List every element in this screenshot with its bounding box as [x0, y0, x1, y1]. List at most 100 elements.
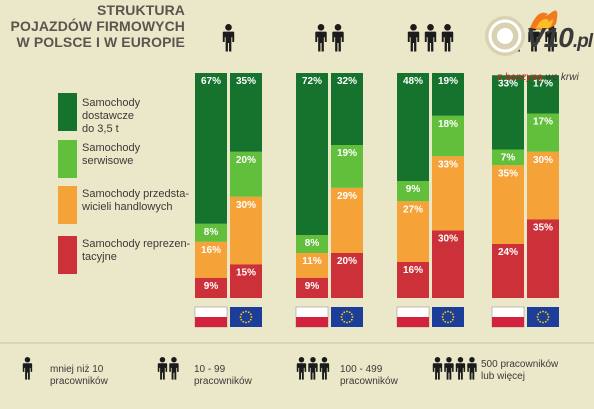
- data-label-serwisowe: 8%: [204, 227, 219, 238]
- flag-star: [343, 311, 346, 314]
- person-head: [225, 24, 232, 31]
- footer-label-line: 10 - 99: [194, 364, 226, 375]
- person-head: [24, 357, 31, 363]
- data-label-przedstawicieli: 29%: [337, 191, 357, 202]
- person-head: [457, 357, 464, 363]
- bar-segment-dostawcze-pl-4: [492, 75, 524, 150]
- flag-star: [546, 318, 549, 321]
- person-body: [319, 363, 330, 380]
- person-body: [467, 363, 477, 380]
- title-line-2: POJAZDÓW FIRMOWYCH: [10, 18, 185, 34]
- data-label-serwisowe: 19%: [337, 148, 357, 159]
- data-label-przedstawicieli: 30%: [236, 200, 256, 211]
- data-label-serwisowe: 8%: [305, 238, 320, 249]
- bar-segment-przedstawicieli-eu-4: [527, 151, 559, 220]
- data-label-reprezentacyjne: 24%: [498, 247, 518, 258]
- data-label-reprezentacyjne: 16%: [403, 265, 423, 276]
- bar-segment-serwisowe-eu-1: [230, 151, 262, 197]
- flag-star: [348, 320, 351, 323]
- data-label-przedstawicieli: 30%: [533, 155, 553, 166]
- person-body: [308, 363, 318, 380]
- footer-1-person-icon: [22, 357, 33, 380]
- data-label-reprezentacyjne: 9%: [305, 281, 320, 292]
- person-body: [407, 31, 420, 52]
- bar-segment-reprezentacyjne-pl-3: [397, 262, 429, 298]
- flag-star: [240, 313, 243, 316]
- bar-segment-dostawcze-eu-3: [432, 73, 464, 116]
- logo-tagline-highlight: z benzyną: [497, 72, 543, 83]
- eu-flag-icon: [230, 307, 262, 327]
- footer-3-person-icon: [296, 357, 307, 380]
- flag-star: [343, 320, 346, 323]
- bar-segment-serwisowe-pl-2: [296, 235, 328, 253]
- footer-2-person-icon: [157, 357, 168, 380]
- flag-star: [249, 313, 252, 316]
- footer-label-line: 100 - 499: [340, 364, 383, 375]
- flag-star: [245, 310, 247, 313]
- bar-segment-reprezentacyjne-pl-1: [195, 277, 227, 298]
- bar-segment-serwisowe-eu-4: [527, 113, 559, 152]
- bar-segment-przedstawicieli-eu-3: [432, 156, 464, 231]
- legend-label-line: serwisowe: [82, 155, 134, 167]
- bar-segment-przedstawicieli-eu-2: [331, 187, 363, 253]
- bar-segment-dostawcze-eu-4: [527, 75, 559, 114]
- tyre-rim: [497, 28, 513, 44]
- logo-flame-icon: [530, 10, 558, 30]
- group-3-person-icon: [441, 24, 454, 52]
- bar-segment-przedstawicieli-pl-3: [397, 201, 429, 262]
- bar-segment-reprezentacyjne-pl-4: [492, 244, 524, 298]
- flag-star: [247, 311, 250, 314]
- flag-star: [544, 311, 547, 314]
- footer-4-person-icon: [432, 357, 443, 380]
- bar-segment-przedstawicieli-eu-1: [230, 196, 262, 265]
- group-2-person-icon: [332, 24, 344, 52]
- bar-segment-dostawcze-pl-2: [296, 73, 328, 235]
- person-head: [444, 24, 451, 31]
- flag-star: [447, 321, 449, 324]
- flag-star: [341, 318, 344, 321]
- footer-4-person-icon: [455, 357, 466, 380]
- footer-3-person-icon: [319, 357, 330, 380]
- flag-star: [242, 320, 245, 323]
- legend-label-line: do 3,5 t: [82, 123, 119, 135]
- data-label-dostawcze: 67%: [201, 76, 221, 87]
- bar-segment-dostawcze-eu-2: [331, 73, 363, 145]
- footer-label-1: mniej niż 10 pracowników: [50, 364, 108, 388]
- flag-star: [444, 311, 447, 314]
- flag-star: [444, 320, 447, 323]
- data-label-dostawcze: 33%: [498, 78, 518, 89]
- person-body: [455, 363, 466, 380]
- person-head: [427, 24, 434, 31]
- data-label-serwisowe: 20%: [236, 155, 256, 166]
- bar-segment-reprezentacyjne-eu-3: [432, 230, 464, 298]
- flag-field: [527, 307, 559, 327]
- flag-star: [452, 316, 455, 318]
- data-label-reprezentacyjne: 20%: [337, 256, 357, 267]
- flag-star: [346, 321, 348, 324]
- legend-swatch-serwisowe: [58, 140, 77, 178]
- person-body: [315, 31, 327, 52]
- flag-star: [341, 313, 344, 316]
- data-label-dostawcze: 19%: [438, 76, 458, 87]
- group-3-person-icon: [407, 24, 420, 52]
- flag-star: [239, 316, 242, 318]
- person-body: [22, 363, 33, 380]
- data-label-serwisowe: 17%: [533, 117, 553, 128]
- data-label-przedstawicieli: 16%: [201, 245, 221, 256]
- flag-star: [250, 316, 253, 318]
- footer-label-line: lub więcej: [481, 371, 525, 382]
- data-label-przedstawicieli: 35%: [498, 168, 518, 179]
- footer-3-person-icon: [308, 357, 318, 380]
- person-head: [446, 357, 452, 363]
- eu-flag-icon: [527, 307, 559, 327]
- flag-star: [546, 313, 549, 316]
- person-head: [469, 357, 475, 363]
- flag-star: [547, 316, 550, 318]
- bar-segment-serwisowe-pl-1: [195, 223, 227, 242]
- legend-label-line: wicieli handlowych: [82, 201, 173, 213]
- flag-star: [451, 313, 454, 316]
- person-head: [321, 357, 328, 363]
- bar-segment-przedstawicieli-pl-1: [195, 241, 227, 278]
- data-label-reprezentacyjne: 9%: [204, 281, 219, 292]
